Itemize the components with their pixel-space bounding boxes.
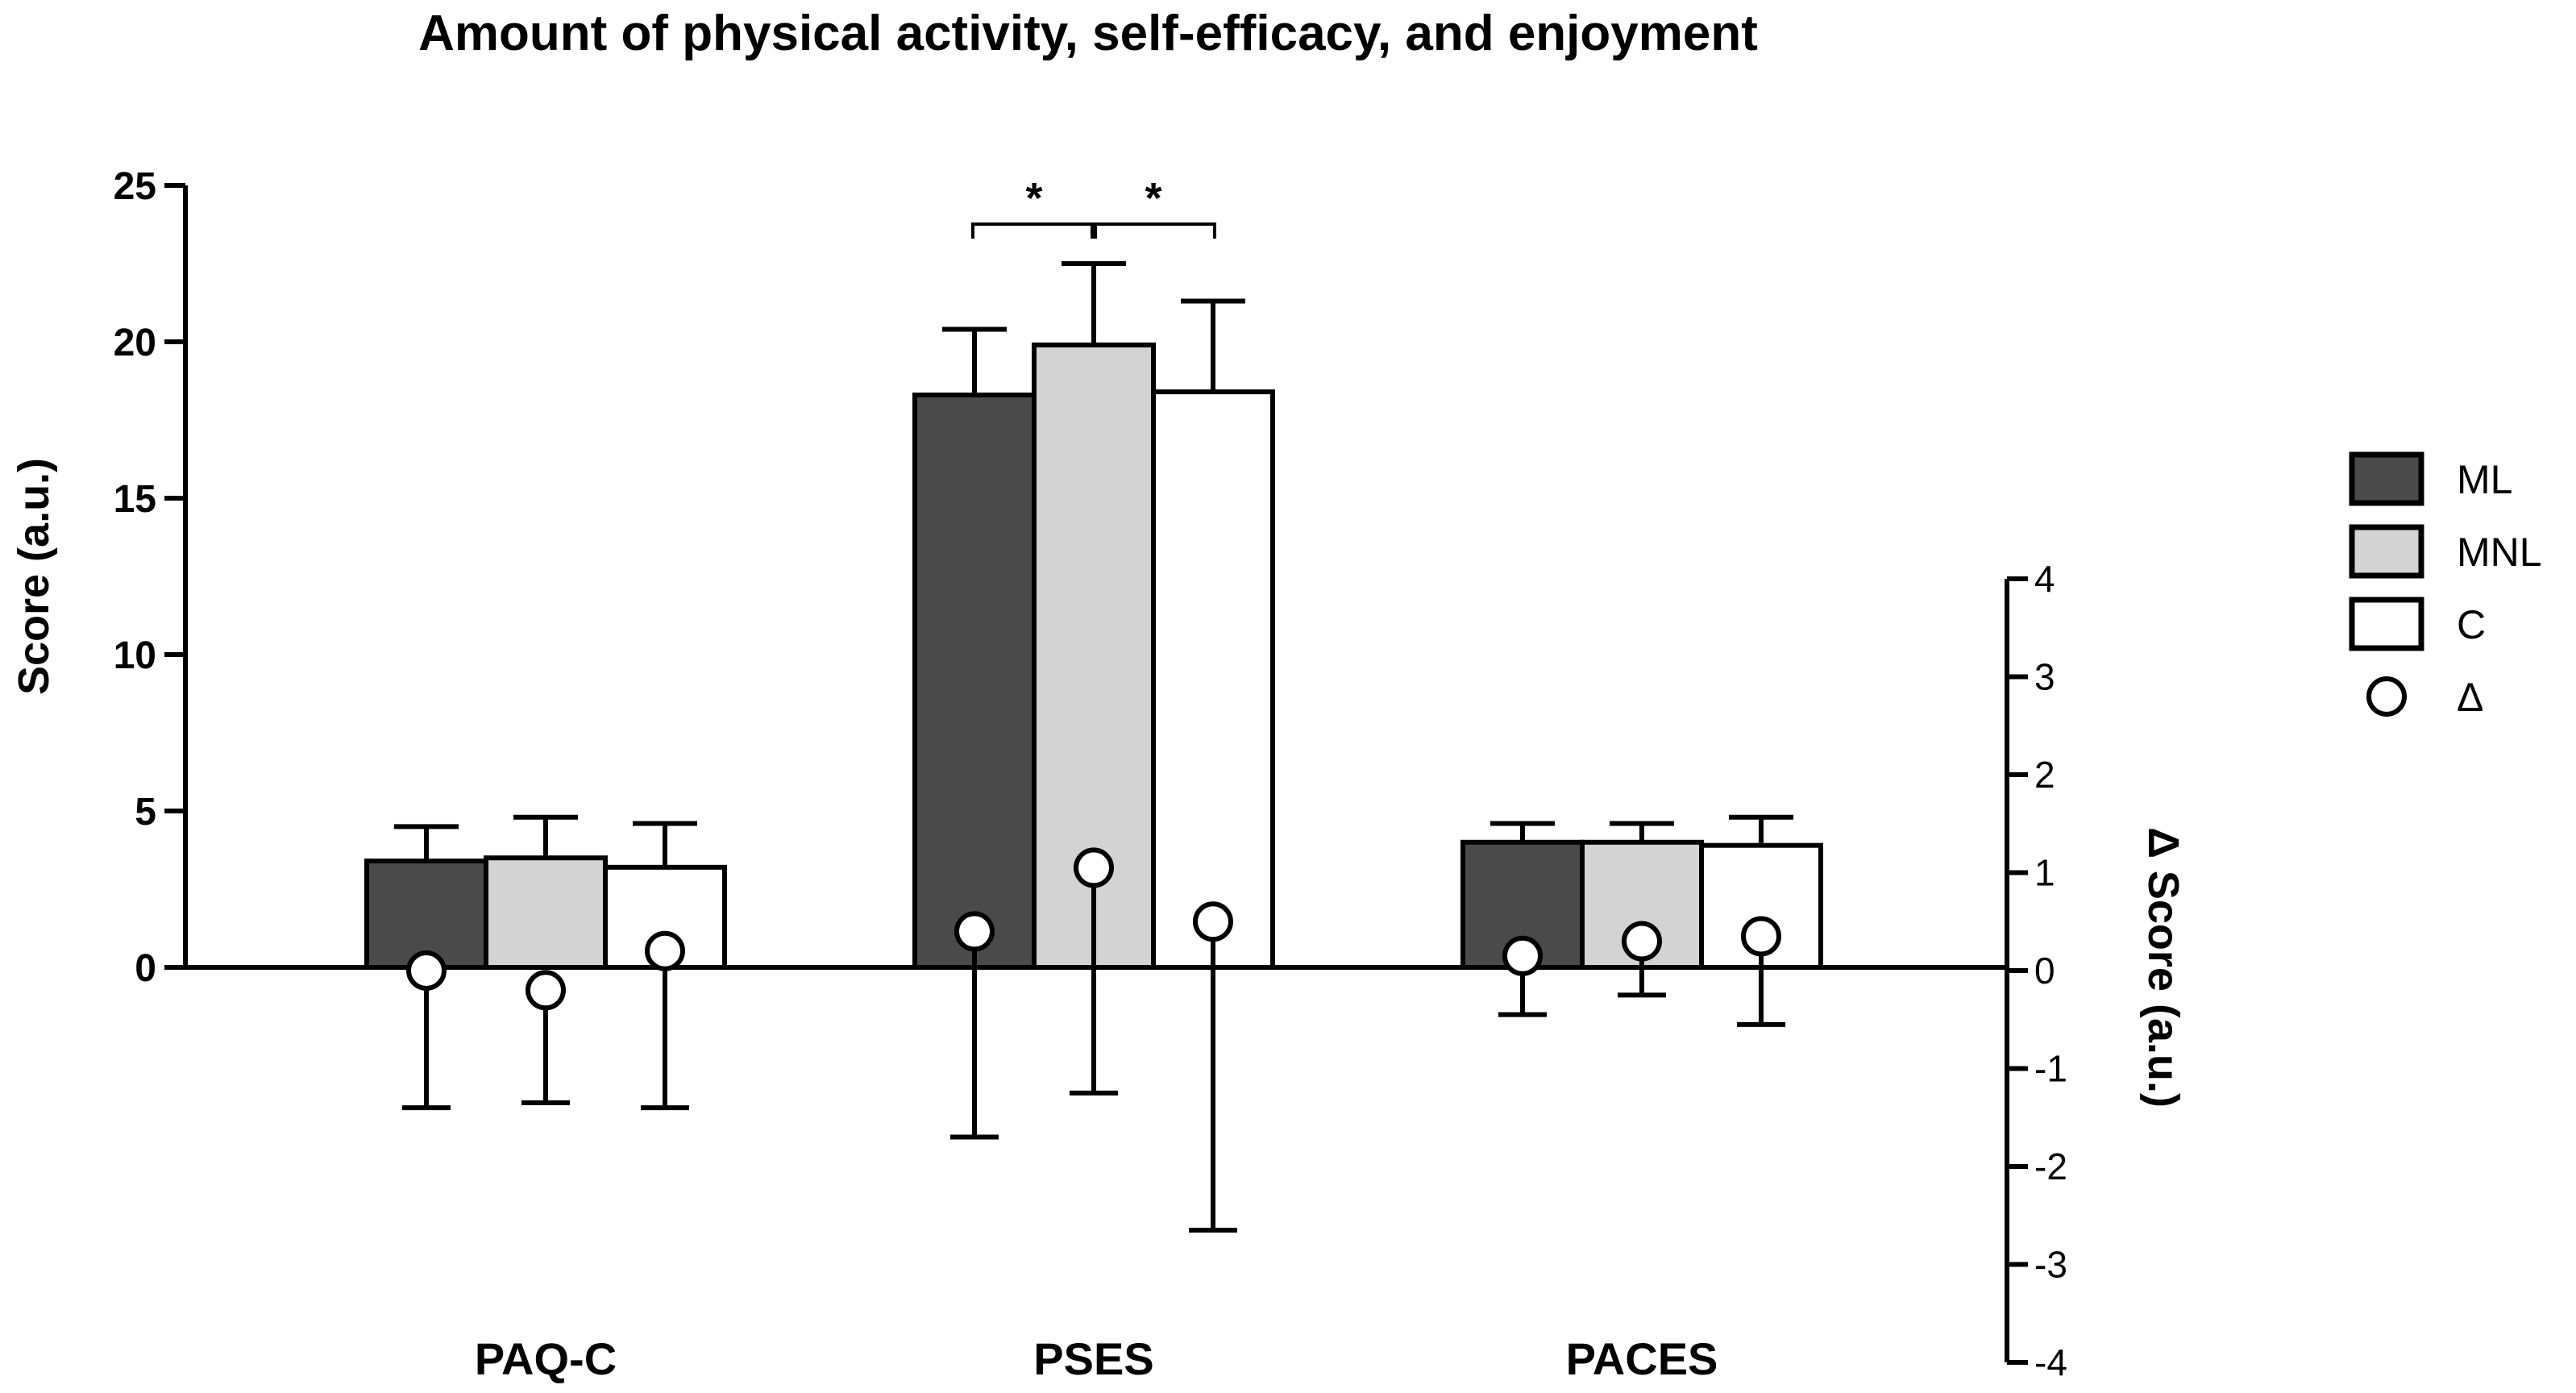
- legend-swatch-mnl: [2349, 524, 2424, 579]
- legend-label: MNL: [2457, 530, 2542, 575]
- legend-swatch-ml: [2349, 451, 2424, 506]
- right-tick-label: 2: [2034, 754, 2055, 796]
- right-tick-label: -1: [2034, 1048, 2067, 1090]
- right-tick-label: -2: [2034, 1146, 2067, 1187]
- significance-bracket: [1091, 222, 1216, 239]
- right-tick-label: -3: [2034, 1244, 2067, 1286]
- bar-mnl: [484, 855, 608, 970]
- delta-group: [402, 847, 1785, 1233]
- right-tick-label: 4: [2034, 558, 2055, 600]
- legend-label: ML: [2457, 457, 2512, 502]
- legend-label: C: [2457, 602, 2486, 647]
- legend-delta-marker: [2366, 676, 2407, 717]
- legend-swatch-c: [2349, 597, 2424, 651]
- left-tick-label: 15: [114, 478, 156, 521]
- left-tick-label: 10: [114, 634, 156, 677]
- delta-point: [1741, 916, 1781, 957]
- delta-point: [526, 970, 566, 1011]
- left-tick-label: 0: [135, 947, 156, 990]
- bar-group: [364, 261, 1823, 971]
- delta-point: [645, 930, 685, 971]
- right-tick-label: 3: [2034, 656, 2055, 698]
- bar-ml: [364, 859, 488, 970]
- y2-axis-label: Δ Score (a.u.): [2139, 827, 2188, 1108]
- legend-label: Δ: [2457, 675, 2483, 720]
- legend: ML MNL CΔ: [2349, 451, 2542, 720]
- delta-point: [1193, 901, 1233, 942]
- delta-point: [1502, 935, 1543, 976]
- left-tick-label: 20: [114, 322, 156, 364]
- delta-point: [954, 911, 995, 952]
- category-label: PAQ-C: [475, 1333, 617, 1384]
- significance-label: *: [1145, 174, 1161, 222]
- bar-ml: [912, 392, 1037, 970]
- left-tick-label: 5: [135, 791, 156, 834]
- y-axis-label: Score (a.u.): [10, 458, 58, 695]
- bar-c: [1151, 389, 1275, 970]
- delta-point: [406, 950, 447, 991]
- category-label: PSES: [1033, 1333, 1153, 1384]
- right-tick-label: 1: [2034, 852, 2055, 894]
- right-y-axis: -4 -3 -2 -1 0 1 2 3 4: [2005, 558, 2067, 1383]
- right-tick-label: -4: [2034, 1341, 2067, 1383]
- significance-label: *: [1025, 174, 1042, 222]
- category-label: PACES: [1566, 1333, 1718, 1384]
- category-labels: PAQ-C PSES PACES: [475, 1333, 1718, 1384]
- delta-point: [1622, 921, 1662, 962]
- right-tick-label: 0: [2034, 950, 2055, 992]
- delta-point: [1074, 847, 1114, 888]
- significance-bracket: [971, 222, 1097, 239]
- significance-group: * *: [971, 174, 1216, 239]
- left-tick-label: 25: [114, 165, 156, 208]
- chart-title: Amount of physical activity, self-effica…: [418, 6, 1758, 61]
